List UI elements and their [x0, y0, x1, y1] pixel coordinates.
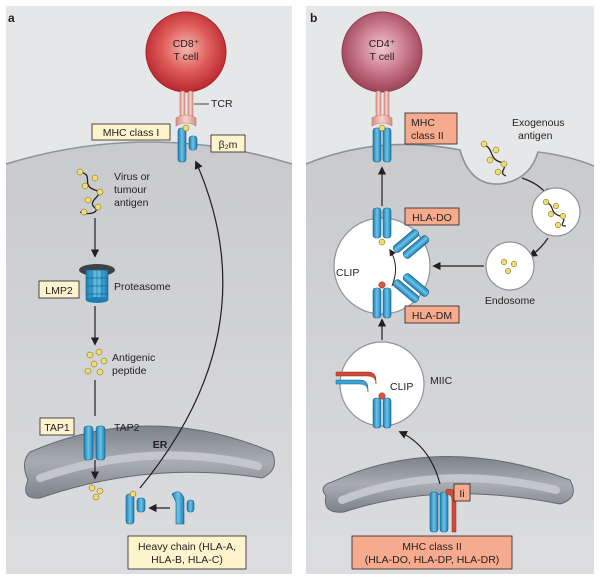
panel-a: a CD8⁺ T cell TCR MHC class I β₂m: [5, 6, 293, 574]
mhc2-types-label-box: [351, 535, 513, 570]
heavy-chain-label-box: [127, 535, 247, 570]
mhc2-types-label-1: MHC class II: [402, 541, 462, 553]
mhc-class2-compartment-top: [372, 207, 392, 246]
hla-dm-label-box: [404, 305, 460, 324]
hla-dm-label: HLA-DM: [412, 310, 452, 322]
cd4-t-cell: [341, 11, 423, 93]
hla-dm-molecule: [392, 273, 430, 303]
mhc-class2-surface: [372, 124, 392, 163]
lmp2-label-box: [38, 280, 80, 299]
tcr-receptor-b: [371, 90, 393, 127]
ii-label-box: [453, 483, 471, 502]
mhc2-types-label-2: (HLA-DO, HLA-DP, HLA-DR): [365, 554, 500, 566]
endosome-peptide-icon: [500, 258, 518, 275]
mhc-class2-label-1: MHC: [411, 117, 435, 129]
proteasome-icon: [79, 264, 115, 303]
endosome: [485, 241, 535, 291]
mhc-class2-label-box: [404, 112, 458, 145]
mhc-class1-er-loaded: [125, 490, 146, 525]
cell-a-membrane: [5, 141, 293, 165]
mhc-class2-compartment-clip: [372, 281, 392, 319]
antigenic-peptide-icon: [84, 348, 108, 376]
miic-label: MIIC: [430, 375, 453, 387]
mhc-class2-er-ii: [429, 488, 457, 533]
hla-do-label-box: [404, 207, 460, 226]
lmp2-label: LMP2: [45, 285, 73, 297]
tap1-label-box: [39, 417, 75, 436]
heavy-chain-label-2: HLA-B, HLA-C): [151, 554, 223, 566]
cd4-cell-label-1: CD4⁺: [369, 38, 396, 50]
tap1-label: TAP1: [44, 422, 70, 434]
tcr-label: TCR: [211, 98, 233, 110]
arrow-er-to-miic: [398, 431, 441, 485]
er-label: ER: [153, 439, 168, 451]
heavy-chain-icon: [171, 491, 195, 525]
clip-label-miic: CLIP: [390, 381, 413, 393]
panel-b: b CD4⁺ T cell MHC class II: [305, 6, 595, 574]
cd8-t-cell: [145, 11, 227, 93]
hla-do-label: HLA-DO: [412, 212, 452, 224]
mhc-class1-label: MHC class I: [103, 127, 160, 139]
vesicle-antigen-icon: [542, 198, 567, 229]
mhc-class2-miic-clip: [372, 392, 392, 429]
tap2-label: TAP2: [114, 422, 140, 434]
er-lumen-b: [338, 474, 560, 504]
mhc-class2-ii-complex: [335, 371, 377, 393]
tcr-receptor-a: [175, 90, 197, 127]
cd8-cell-label-1: CD8⁺: [173, 38, 200, 50]
exogenous-antigen-icon: [480, 140, 508, 177]
endosome-label: Endosome: [485, 295, 535, 307]
cell-b-membrane: [305, 143, 595, 185]
hla-do-molecule: [392, 229, 430, 259]
exogenous-label-2: antigen: [518, 130, 553, 142]
heavy-chain-label-1: Heavy chain (HLA-A,: [138, 541, 236, 553]
virus-label-3: antigen: [114, 197, 149, 209]
er-peptide-icon: [88, 484, 104, 501]
b2m-label-box: [210, 134, 246, 153]
antigen-vesicle: [531, 187, 581, 237]
cd4-cell-label-2: T cell: [370, 51, 395, 63]
panel-a-letter: a: [8, 11, 15, 25]
tap-transporter-icon: [83, 425, 106, 461]
peptide-label-1: Antigenic: [112, 352, 155, 364]
exogenous-label-1: Exogenous: [512, 117, 565, 129]
cd8-cell-label-2: T cell: [174, 51, 199, 63]
mhc-class1-surface: [177, 124, 198, 163]
er-lumen-a: [36, 451, 262, 482]
virus-label-2: tumour: [114, 184, 147, 196]
mhc-class1-label-box: [91, 123, 171, 141]
er-membrane-b: [322, 456, 574, 513]
proteasome-label: Proteasome: [114, 281, 171, 293]
mhc-class2-label-2: class II: [411, 130, 444, 142]
panel-b-letter: b: [310, 11, 317, 25]
virus-label-1: Virus or: [114, 171, 150, 183]
peptide-label-2: peptide: [112, 365, 147, 377]
b2m-label: β₂m: [219, 139, 238, 151]
virus-antigen-icon: [76, 168, 104, 216]
arrow-er-to-surface: [139, 160, 224, 489]
clip-label-top: CLIP: [336, 267, 359, 279]
ii-label: Ii: [459, 488, 464, 500]
